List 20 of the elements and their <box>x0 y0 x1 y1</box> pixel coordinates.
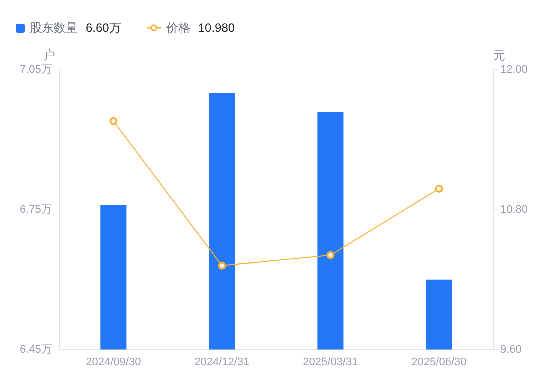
y2-tick-label: 10.80 <box>500 204 528 216</box>
y-tick-label: 7.05万 <box>20 64 52 76</box>
legend-label: 股东数量 <box>30 20 78 36</box>
text: 10.980 <box>198 21 236 35</box>
y2-tick-label: 9.60 <box>500 344 522 356</box>
point <box>435 184 444 193</box>
y2-axis-title: 元 <box>493 48 506 62</box>
point <box>218 262 226 270</box>
y2-tick-label: 12.00 <box>500 64 528 76</box>
text: 6.60万 <box>86 20 122 36</box>
point <box>326 251 335 260</box>
point <box>110 117 118 126</box>
y-tick-label: 6.75万 <box>20 204 52 216</box>
y-tick-label: 6.45万 <box>20 344 52 356</box>
x-tick-label: 2025/06/30 <box>412 356 467 368</box>
legend-label: 价格 <box>166 20 190 36</box>
x-tick-label: 2024/09/30 <box>86 356 142 368</box>
y-axis-title: 户 <box>43 48 56 62</box>
x-tick-label: 2024/12/31 <box>194 356 250 368</box>
x-tick-label: 2025/03/31 <box>303 356 358 368</box>
